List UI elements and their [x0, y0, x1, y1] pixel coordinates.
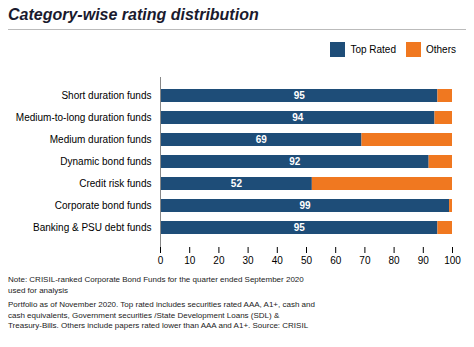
svg-text:94: 94 — [292, 112, 304, 123]
svg-text:40: 40 — [272, 255, 284, 266]
svg-text:80: 80 — [389, 255, 401, 266]
svg-text:Credit risk funds: Credit risk funds — [79, 178, 151, 189]
svg-text:69: 69 — [256, 134, 268, 145]
html-text:Portfolio as of November 2020.: Portfolio as of November 2020. Top rated… — [8, 300, 315, 330]
svg-text:0: 0 — [158, 255, 164, 266]
html-text:Others: Others — [426, 44, 456, 55]
html-text:Top Rated: Top Rated — [350, 44, 396, 55]
svg-text:100: 100 — [444, 255, 461, 266]
svg-text:30: 30 — [243, 255, 255, 266]
svg-text:Dynamic bond funds: Dynamic bond funds — [60, 156, 151, 167]
svg-text:52: 52 — [231, 178, 243, 189]
svg-text:10: 10 — [184, 255, 196, 266]
svg-text:95: 95 — [294, 90, 306, 101]
svg-text:50: 50 — [301, 255, 313, 266]
svg-text:95: 95 — [294, 222, 306, 233]
html-text:Category-wise rating distribut: Category-wise rating distribution — [8, 6, 259, 23]
html-text:Note: CRISIL-ranked Corporate: Note: CRISIL-ranked Corporate Bond Funds… — [8, 275, 304, 295]
svg-text:70: 70 — [359, 255, 371, 266]
svg-text:92: 92 — [289, 156, 301, 167]
svg-text:Short duration funds: Short duration funds — [61, 90, 151, 101]
svg-text:99: 99 — [299, 200, 311, 211]
svg-text:60: 60 — [330, 255, 342, 266]
svg-text:Medium duration funds: Medium duration funds — [50, 134, 152, 145]
svg-text:90: 90 — [418, 255, 430, 266]
svg-text:20: 20 — [213, 255, 225, 266]
svg-text:Corporate bond funds: Corporate bond funds — [55, 200, 152, 211]
svg-text:Banking & PSU debt funds: Banking & PSU debt funds — [33, 222, 151, 233]
svg-text:Medium-to-long duration funds: Medium-to-long duration funds — [16, 112, 152, 123]
